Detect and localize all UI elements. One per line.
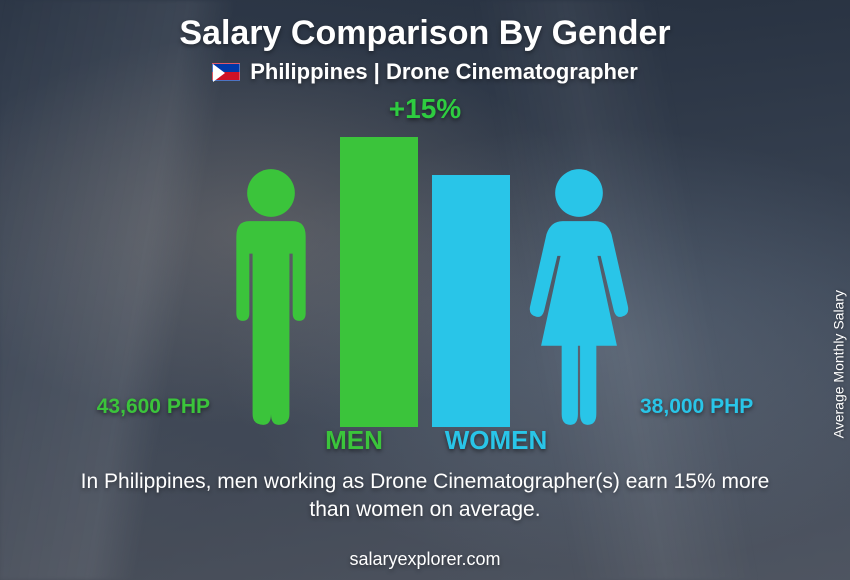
man-icon: [216, 167, 326, 427]
source-attribution: salaryexplorer.com: [349, 549, 500, 570]
job-title: Drone Cinematographer: [386, 59, 638, 84]
subtitle-row: Philippines | Drone Cinematographer: [212, 59, 638, 85]
men-bar: [340, 137, 418, 427]
infographic-content: Salary Comparison By Gender Philippines …: [0, 0, 850, 580]
woman-icon: [524, 167, 634, 427]
country-name: Philippines: [250, 59, 367, 84]
subtitle-separator: |: [368, 59, 386, 84]
philippines-flag-icon: [212, 63, 240, 81]
chart-area: 43,600 PHP 38,000 PHP: [97, 127, 754, 427]
bars-and-icons: [216, 137, 634, 427]
men-label: MEN: [294, 425, 414, 456]
main-title: Salary Comparison By Gender: [179, 14, 670, 53]
description-text: In Philippines, men working as Drone Cin…: [65, 468, 785, 525]
women-label: WOMEN: [436, 425, 556, 456]
men-salary-value: 43,600 PHP: [97, 395, 210, 419]
women-bar: [432, 175, 510, 427]
women-salary-value: 38,000 PHP: [640, 395, 753, 419]
subtitle-text: Philippines | Drone Cinematographer: [250, 59, 638, 85]
gender-labels-row: MEN WOMEN: [294, 425, 556, 456]
percentage-difference: +15%: [389, 93, 461, 125]
y-axis-label: Average Monthly Salary: [830, 290, 846, 438]
